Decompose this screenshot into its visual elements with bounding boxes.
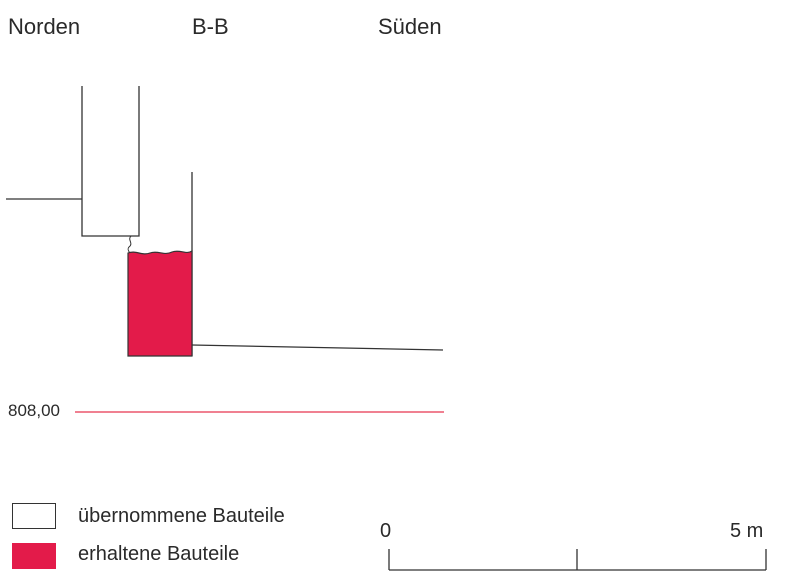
scale-start-label: 0	[380, 520, 392, 542]
adopted-wall	[81, 86, 140, 237]
joint-line	[127, 235, 132, 255]
north-label: Norden	[8, 14, 81, 39]
ground-line-south	[191, 344, 444, 351]
section-label: B-B	[192, 14, 229, 39]
south-label: Süden	[378, 14, 442, 39]
elevation-label: 808,00	[8, 401, 60, 420]
scale-bar	[388, 549, 767, 571]
scale-end-label: 5 m	[730, 520, 764, 542]
legend-label-adopted: übernommene Bauteile	[78, 505, 285, 527]
legend-label-preserved: erhaltene Bauteile	[78, 543, 240, 565]
preserved-wall	[127, 249, 193, 357]
legend-swatch-adopted	[12, 503, 56, 529]
legend-swatch-preserved	[12, 543, 56, 569]
